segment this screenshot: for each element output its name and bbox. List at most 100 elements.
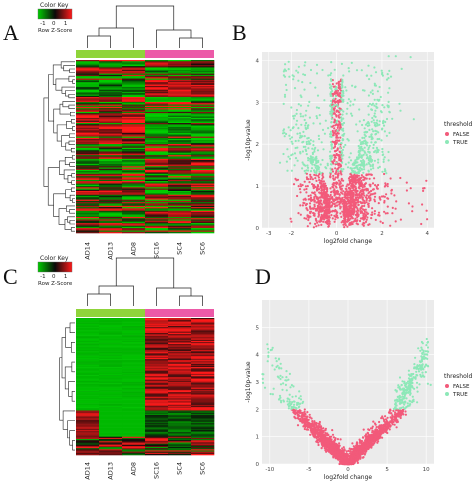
heatmap-cell (168, 115, 192, 118)
data-point (342, 145, 345, 149)
data-point (304, 114, 307, 117)
data-point (341, 184, 344, 187)
heatmap-cell (99, 349, 123, 352)
heatmap-cell (99, 147, 123, 150)
data-point (339, 158, 342, 161)
heatmap-cell (168, 102, 192, 104)
data-point (328, 222, 331, 225)
heatmap-cell (168, 426, 192, 428)
heatmap-cell (145, 388, 169, 391)
heatmap-cell (145, 68, 169, 71)
heatmap-cell (76, 108, 100, 110)
heatmap-cell (191, 71, 215, 73)
heatmap-cell (122, 214, 146, 216)
heatmap-cell (76, 347, 100, 350)
data-point (385, 193, 388, 196)
heatmap-cell (191, 210, 215, 213)
heatmap-cell (168, 357, 192, 360)
data-point (331, 170, 335, 173)
heatmap-cell (76, 188, 100, 191)
data-point (335, 196, 338, 199)
heatmap-cell (122, 325, 146, 328)
data-point (394, 207, 397, 210)
heatmap-cell (76, 66, 100, 68)
heatmap-cell (122, 199, 146, 202)
data-point (314, 86, 317, 89)
data-point (376, 98, 379, 101)
heatmap-cell (76, 394, 100, 396)
data-point (334, 88, 337, 91)
data-point (338, 201, 341, 204)
data-point (337, 80, 340, 83)
data-point (303, 88, 306, 91)
heatmap-cell (168, 134, 192, 136)
heatmap-cell (99, 420, 123, 423)
heatmap-cell (122, 77, 146, 79)
heatmap-cell (76, 437, 100, 440)
heatmap-cell (145, 431, 169, 433)
heatmap-cell (145, 412, 169, 415)
data-point (387, 150, 390, 154)
data-point (288, 393, 291, 396)
heatmap-cell (145, 103, 169, 105)
heatmap-cell (168, 391, 192, 393)
heatmap-cell (99, 452, 123, 455)
data-point (335, 136, 338, 139)
heatmap-cell (168, 427, 192, 430)
data-point (374, 115, 377, 118)
data-point (372, 130, 375, 133)
data-point (320, 447, 323, 450)
heatmap-cell (191, 453, 215, 456)
data-point (374, 184, 377, 187)
data-point (318, 170, 321, 173)
y-tick-label: 4 (256, 58, 260, 64)
heatmap-cell (99, 439, 123, 441)
heatmap-cell (145, 403, 169, 406)
heatmap-cell (122, 88, 146, 90)
heatmap-cell (122, 419, 146, 422)
data-point (374, 192, 377, 195)
data-point (376, 124, 379, 127)
data-point (330, 99, 333, 103)
heatmap-cell (99, 325, 123, 328)
heatmap-cell (168, 432, 192, 434)
heatmap-cell (76, 157, 100, 160)
heatmap-cell (168, 121, 192, 124)
heatmap-cell (168, 200, 192, 203)
data-point (361, 149, 364, 152)
data-point (377, 158, 380, 161)
heatmap-cell (99, 371, 123, 374)
heatmap-cell (168, 387, 192, 390)
heatmap-cell (145, 425, 169, 427)
heatmap-cell (99, 163, 123, 166)
heatmap-cell (168, 352, 192, 354)
heatmap-cell (122, 144, 146, 146)
data-point (316, 94, 320, 97)
data-point (405, 181, 408, 184)
column-label: AD14 (84, 242, 92, 260)
data-point (319, 182, 322, 185)
data-point (319, 196, 322, 199)
heatmap-cell (99, 397, 123, 400)
data-point (345, 211, 348, 214)
heatmap-cell (168, 360, 192, 362)
heatmap-cell (191, 340, 215, 343)
data-point (301, 204, 304, 207)
data-point (289, 137, 292, 140)
data-point (394, 411, 397, 414)
data-point (302, 73, 305, 76)
data-point (286, 169, 289, 172)
heatmap-cell (99, 152, 123, 155)
data-point (324, 204, 327, 207)
data-point (330, 190, 333, 193)
data-point (364, 220, 368, 223)
data-point (339, 182, 342, 185)
heatmap-cell (76, 319, 100, 321)
data-point (363, 210, 366, 213)
heatmap-cell (191, 401, 215, 403)
data-point (317, 134, 320, 137)
heatmap-cell (145, 165, 169, 167)
heatmap-cell (76, 178, 100, 181)
data-point (309, 81, 312, 85)
data-point (348, 70, 351, 73)
